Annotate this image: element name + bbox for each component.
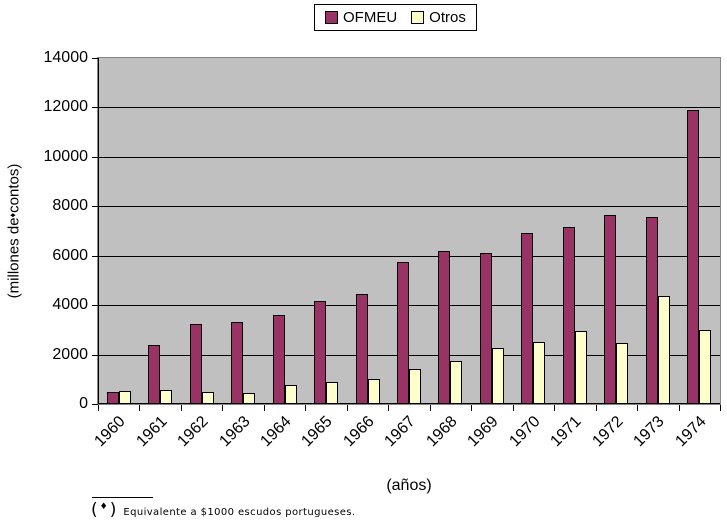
bar-ofmeu-1960 bbox=[107, 392, 119, 404]
footnote-symbol-icon: ♦ bbox=[99, 502, 108, 512]
y-tick bbox=[92, 206, 98, 207]
x-tick-label-1967: 1967 bbox=[381, 413, 420, 451]
x-axis-title: (años) bbox=[386, 477, 432, 494]
bar-otros-1965 bbox=[326, 382, 338, 404]
bar-ofmeu-1963 bbox=[231, 322, 243, 404]
y-tick bbox=[92, 107, 98, 108]
bar-ofmeu-1969 bbox=[480, 253, 492, 404]
bar-otros-1961 bbox=[160, 390, 172, 404]
bar-ofmeu-1972 bbox=[604, 215, 616, 404]
x-tick bbox=[222, 405, 223, 411]
bar-otros-1964 bbox=[285, 385, 297, 404]
bar-otros-1962 bbox=[202, 392, 214, 404]
bar-ofmeu-1966 bbox=[356, 294, 368, 404]
bar-ofmeu-1967 bbox=[397, 262, 409, 404]
bar-otros-1973 bbox=[658, 296, 670, 404]
bar-otros-1969 bbox=[492, 348, 504, 404]
plot-area bbox=[97, 57, 721, 405]
bar-otros-1966 bbox=[368, 379, 380, 404]
bar-ofmeu-1964 bbox=[273, 315, 285, 404]
gridline-6000 bbox=[98, 256, 720, 257]
x-tick-label-1974: 1974 bbox=[672, 413, 710, 451]
x-tick bbox=[596, 405, 597, 411]
y-tick-label: 14000 bbox=[43, 49, 89, 66]
bar-otros-1970 bbox=[533, 342, 545, 404]
y-tick bbox=[92, 256, 98, 257]
legend-label-ofmeu: OFMEU bbox=[343, 9, 398, 26]
bar-otros-1968 bbox=[450, 361, 462, 404]
x-tick bbox=[720, 405, 721, 411]
y-tick-label: 4000 bbox=[52, 296, 88, 313]
y-tick bbox=[92, 58, 98, 59]
x-tick-label-1966: 1966 bbox=[340, 413, 378, 451]
x-tick bbox=[471, 405, 472, 411]
x-tick-label-1970: 1970 bbox=[506, 413, 544, 451]
x-tick bbox=[139, 405, 140, 411]
x-tick-label-1969: 1969 bbox=[464, 413, 502, 451]
x-tick bbox=[554, 405, 555, 411]
x-tick-label-1968: 1968 bbox=[423, 413, 461, 451]
x-tick bbox=[264, 405, 265, 411]
bar-ofmeu-1965 bbox=[314, 301, 326, 404]
gridline-10000 bbox=[98, 157, 720, 158]
bar-ofmeu-1974 bbox=[687, 110, 699, 404]
legend-swatch-otros bbox=[411, 11, 425, 24]
x-tick-label-1965: 1965 bbox=[298, 413, 337, 451]
y-tick-label: 10000 bbox=[43, 148, 89, 165]
x-tick-label-1960: 1960 bbox=[91, 413, 129, 451]
y-tick-label: 0 bbox=[79, 395, 88, 412]
bar-otros-1972 bbox=[616, 343, 628, 404]
x-tick-label-1971: 1971 bbox=[547, 413, 585, 451]
bar-otros-1967 bbox=[409, 369, 421, 404]
bar-ofmeu-1968 bbox=[438, 251, 450, 404]
bar-ofmeu-1970 bbox=[521, 233, 533, 404]
chart-legend: OFMEU Otros bbox=[314, 4, 477, 31]
x-tick bbox=[513, 405, 514, 411]
x-tick bbox=[637, 405, 638, 411]
x-tick bbox=[679, 405, 680, 411]
y-tick bbox=[92, 157, 98, 158]
x-tick bbox=[181, 405, 182, 411]
gridline-12000 bbox=[98, 107, 720, 108]
x-tick bbox=[347, 405, 348, 411]
gridline-8000 bbox=[98, 206, 720, 207]
footnote-marker-icon: ♦ bbox=[7, 212, 18, 218]
footnote-separator-line bbox=[92, 497, 153, 498]
y-tick bbox=[92, 355, 98, 356]
footnote-text: Equivalente a $1000 escudos portugueses. bbox=[123, 506, 356, 518]
y-tick-label: 2000 bbox=[52, 346, 88, 363]
legend-swatch-ofmeu bbox=[325, 11, 338, 24]
x-tick-label-1964: 1964 bbox=[257, 413, 295, 451]
bar-otros-1971 bbox=[575, 331, 587, 404]
bar-ofmeu-1973 bbox=[646, 217, 658, 404]
x-tick bbox=[388, 405, 389, 411]
bar-otros-1963 bbox=[243, 393, 255, 404]
y-tick bbox=[92, 404, 98, 405]
y-tick-label: 8000 bbox=[52, 197, 88, 214]
gridline-2000 bbox=[98, 355, 720, 356]
x-tick-label-1962: 1962 bbox=[174, 413, 212, 451]
bar-otros-1974 bbox=[699, 330, 711, 404]
legend-label-otros: Otros bbox=[429, 9, 466, 26]
x-tick-label-1963: 1963 bbox=[215, 413, 254, 451]
x-tick bbox=[98, 405, 99, 411]
footnote: (♦) Equivalente a $1000 escudos portugue… bbox=[91, 500, 355, 520]
bar-ofmeu-1971 bbox=[563, 227, 575, 404]
y-tick-label: 6000 bbox=[52, 247, 88, 264]
y-tick bbox=[92, 305, 98, 306]
x-tick-label-1972: 1972 bbox=[589, 413, 627, 451]
y-axis-line bbox=[98, 58, 99, 404]
y-tick-label: 12000 bbox=[43, 98, 89, 115]
x-tick bbox=[305, 405, 306, 411]
footnote-open-paren: ( bbox=[91, 500, 98, 520]
x-tick-label-1973: 1973 bbox=[630, 413, 668, 451]
bar-otros-1960 bbox=[119, 391, 131, 404]
gridline-4000 bbox=[98, 305, 720, 306]
x-tick-label-1961: 1961 bbox=[133, 413, 171, 451]
bar-ofmeu-1961 bbox=[148, 345, 160, 404]
footnote-close-paren: ) bbox=[109, 500, 117, 520]
x-tick bbox=[430, 405, 431, 411]
bar-ofmeu-1962 bbox=[190, 324, 202, 404]
